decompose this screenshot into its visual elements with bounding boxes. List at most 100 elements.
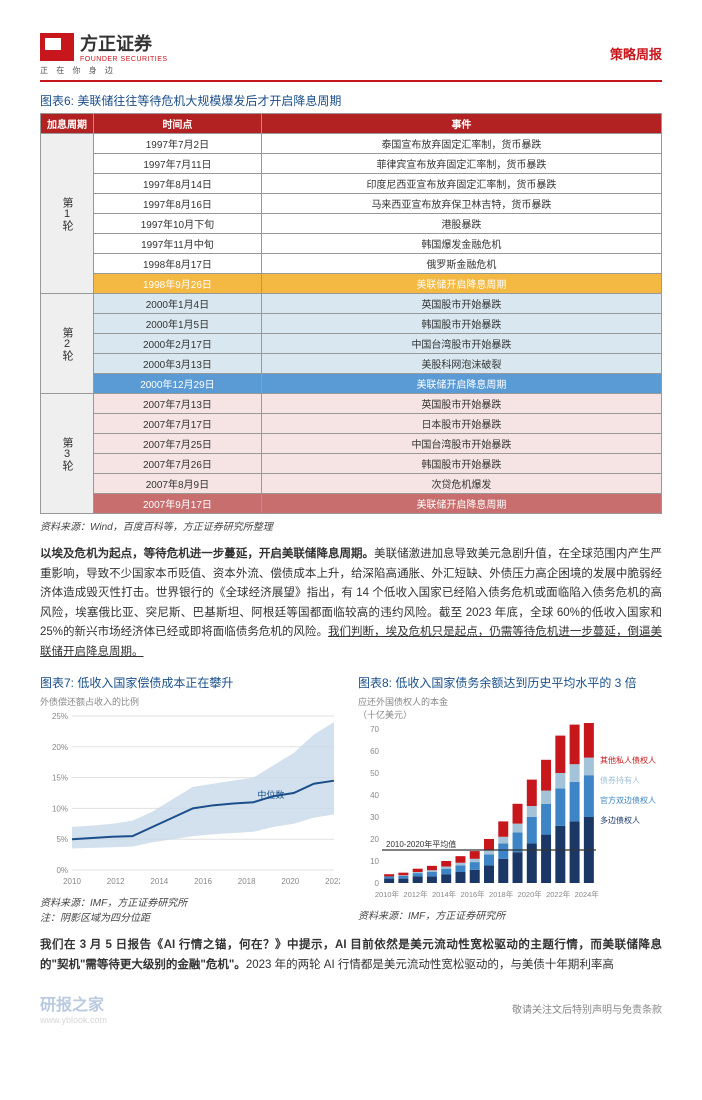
chart7-plot: 0%5%10%15%20%25%中位数201020122014201620182…: [40, 710, 340, 890]
date-cell: 1997年11月中旬: [94, 234, 262, 254]
event-cell: 英国股市开始暴跌: [261, 294, 661, 314]
svg-text:2014年: 2014年: [432, 889, 457, 899]
para1-lead: 以埃及危机为起点，等待危机进一步蔓延，开启美联储降息周期。: [40, 548, 374, 560]
paragraph-1: 以埃及危机为起点，等待危机进一步蔓延，开启美联储降息周期。美联储激进加息导致美元…: [40, 545, 662, 662]
date-cell: 1997年8月16日: [94, 194, 262, 214]
date-cell: 1997年8月14日: [94, 174, 262, 194]
date-cell: 2007年7月13日: [94, 394, 262, 414]
date-cell: 2000年1月5日: [94, 314, 262, 334]
table-row: 1998年8月17日俄罗斯金融危机: [41, 254, 662, 274]
chart8-column: 图表8: 低收入国家债务余额达到历史平均水平的 3 倍 应还外国债权人的本金（十…: [358, 674, 662, 924]
svg-text:40: 40: [370, 791, 379, 800]
svg-text:2010-2020年平均值: 2010-2020年平均值: [386, 839, 456, 849]
svg-text:2024年: 2024年: [575, 889, 600, 899]
event-cell: 美股科网泡沫破裂: [261, 354, 661, 374]
svg-text:30: 30: [370, 813, 379, 822]
table-row: 1998年9月26日美联储开启降息周期: [41, 274, 662, 294]
date-cell: 2007年8月9日: [94, 474, 262, 494]
svg-text:70: 70: [370, 725, 379, 734]
date-cell: 1998年9月26日: [94, 274, 262, 294]
event-cell: 港股暴跌: [261, 214, 661, 234]
svg-text:10: 10: [370, 857, 379, 866]
period-cell: 第1轮: [41, 134, 94, 294]
event-cell: 泰国宣布放弃固定汇率制，货币暴跌: [261, 134, 661, 154]
table-row: 2007年8月9日次贷危机爆发: [41, 474, 662, 494]
date-cell: 2000年2月17日: [94, 334, 262, 354]
svg-text:中位数: 中位数: [257, 790, 284, 801]
event-cell: 菲律宾宣布放弃固定汇率制，货币暴跌: [261, 154, 661, 174]
chart8-title: 图表8: 低收入国家债务余额达到历史平均水平的 3 倍: [358, 674, 662, 691]
svg-text:2020年: 2020年: [518, 889, 543, 899]
svg-text:2012: 2012: [107, 877, 125, 886]
event-cell: 美联储开启降息周期: [261, 374, 661, 394]
logo-block: 方正证券 FOUNDER SECURITIES 正 在 你 身 边: [40, 30, 168, 76]
svg-text:债券持有人: 债券持有人: [600, 775, 640, 785]
date-cell: 2000年3月13日: [94, 354, 262, 374]
chart7-source: 资料来源：IMF，方正证券研究所: [40, 894, 344, 909]
svg-text:2016: 2016: [194, 877, 212, 886]
chart7-note: 注：阴影区域为四分位距: [40, 909, 344, 924]
svg-text:20: 20: [370, 835, 379, 844]
date-cell: 1997年7月2日: [94, 134, 262, 154]
logo-mark: [40, 33, 74, 61]
date-cell: 2007年7月17日: [94, 414, 262, 434]
event-cell: 马来西亚宣布放弃保卫林吉特，货币暴跌: [261, 194, 661, 214]
table-header: 事件: [261, 114, 661, 134]
svg-text:0: 0: [375, 879, 380, 888]
svg-text:20%: 20%: [52, 743, 68, 752]
date-cell: 1998年8月17日: [94, 254, 262, 274]
page-header: 方正证券 FOUNDER SECURITIES 正 在 你 身 边 策略周报: [40, 30, 662, 76]
chart7-column: 图表7: 低收入国家偿债成本正在攀升 外债偿还额占收入的比例 0%5%10%15…: [40, 674, 344, 924]
date-cell: 2007年7月25日: [94, 434, 262, 454]
event-cell: 日本股市开始暴跌: [261, 414, 661, 434]
event-cell: 次贷危机爆发: [261, 474, 661, 494]
table-header: 加息周期: [41, 114, 94, 134]
svg-text:2016年: 2016年: [460, 889, 485, 899]
table-row: 1997年7月11日菲律宾宣布放弃固定汇率制，货币暴跌: [41, 154, 662, 174]
event-cell: 印度尼西亚宣布放弃固定汇率制，货币暴跌: [261, 174, 661, 194]
svg-text:官方双边债权人: 官方双边债权人: [600, 795, 656, 805]
table-row: 2007年7月17日日本股市开始暴跌: [41, 414, 662, 434]
date-cell: 2007年9月17日: [94, 494, 262, 514]
chart8-plot: 0102030405060702010-2020年平均值2010年2012年20…: [358, 723, 658, 903]
table-row: 2007年9月17日美联储开启降息周期: [41, 494, 662, 514]
svg-text:2018: 2018: [238, 877, 256, 886]
period-cell: 第3轮: [41, 394, 94, 514]
svg-text:2022年: 2022年: [546, 889, 571, 899]
disclaimer: 敬请关注文后特别声明与免责条款: [512, 1001, 662, 1016]
table-row: 2000年12月29日美联储开启降息周期: [41, 374, 662, 394]
date-cell: 1997年7月11日: [94, 154, 262, 174]
table-row: 1997年10月下旬港股暴跌: [41, 214, 662, 234]
table6-title: 图表6: 美联储往往等待危机大规模爆发后才开启降息周期: [40, 92, 662, 109]
svg-text:50: 50: [370, 769, 379, 778]
table-row: 第3轮2007年7月13日英国股市开始暴跌: [41, 394, 662, 414]
event-cell: 美联储开启降息周期: [261, 494, 661, 514]
header-divider: [40, 80, 662, 82]
para1-body: 美联储激进加息导致美元急剧升值，在全球范围内产生严重影响，导致不少国家本币贬值、…: [40, 548, 662, 638]
event-cell: 俄罗斯金融危机: [261, 254, 661, 274]
svg-text:10%: 10%: [52, 805, 68, 814]
date-cell: 2000年1月4日: [94, 294, 262, 314]
tagline: 正 在 你 身 边: [40, 65, 168, 76]
para2-body: 2023 年的两轮 AI 行情都是美元流动性宽松驱动的，与美债十年期利率高: [246, 959, 614, 971]
table-row: 第2轮2000年1月4日英国股市开始暴跌: [41, 294, 662, 314]
date-cell: 1997年10月下旬: [94, 214, 262, 234]
svg-text:2014: 2014: [150, 877, 168, 886]
table-row: 1997年11月中旬韩国爆发金融危机: [41, 234, 662, 254]
table-row: 1997年8月16日马来西亚宣布放弃保卫林吉特，货币暴跌: [41, 194, 662, 214]
date-cell: 2000年12月29日: [94, 374, 262, 394]
svg-text:2020: 2020: [281, 877, 299, 886]
event-cell: 韩国爆发金融危机: [261, 234, 661, 254]
svg-text:5%: 5%: [56, 835, 68, 844]
svg-text:2010: 2010: [63, 877, 81, 886]
chart7-title: 图表7: 低收入国家偿债成本正在攀升: [40, 674, 344, 691]
table-row: 1997年8月14日印度尼西亚宣布放弃固定汇率制，货币暴跌: [41, 174, 662, 194]
event-cell: 中国台湾股市开始暴跌: [261, 434, 661, 454]
period-cell: 第2轮: [41, 294, 94, 394]
watermark: 研报之家 www.yblook.com: [40, 991, 107, 1025]
svg-text:60: 60: [370, 747, 379, 756]
table-row: 第1轮1997年7月2日泰国宣布放弃固定汇率制，货币暴跌: [41, 134, 662, 154]
svg-text:2018年: 2018年: [489, 889, 514, 899]
event-cell: 韩国股市开始暴跌: [261, 454, 661, 474]
svg-text:2022: 2022: [325, 877, 340, 886]
